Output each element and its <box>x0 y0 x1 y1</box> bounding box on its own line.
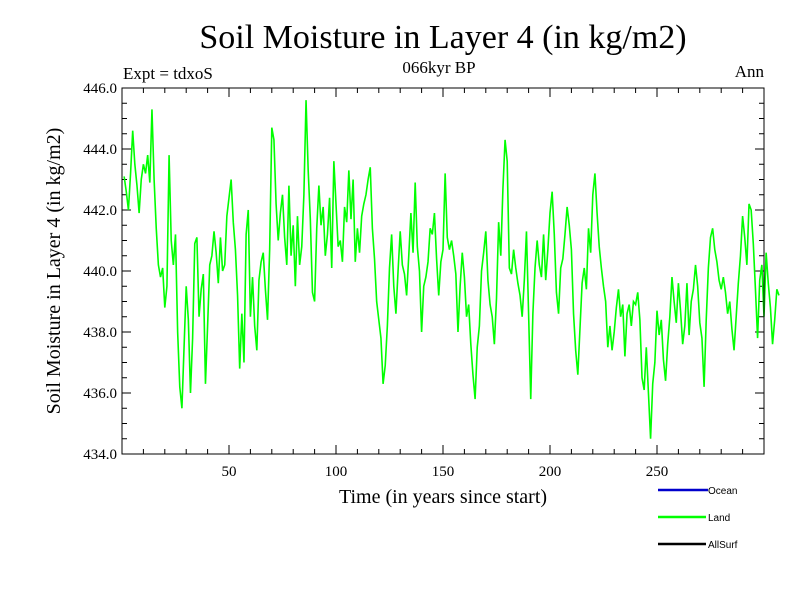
y-tick-label: 444.0 <box>83 142 117 158</box>
legend: Ocean Land AllSurf <box>658 486 738 551</box>
x-tick-label: 250 <box>646 464 669 480</box>
x-tick-label: 150 <box>432 464 455 480</box>
season-label: Ann <box>735 62 765 81</box>
y-tick-label: 438.0 <box>83 325 117 341</box>
x-axis-label: Time (in years since start) <box>339 486 547 508</box>
y-tick-label: 440.0 <box>83 264 117 280</box>
chart-subtitle: 066kyr BP <box>402 58 475 77</box>
chart-title: Soil Moisture in Layer 4 (in kg/m2) <box>199 19 686 56</box>
experiment-label: Expt = tdxoS <box>123 64 213 83</box>
y-tick-label: 436.0 <box>83 386 117 402</box>
y-tick-label: 446.0 <box>83 81 117 97</box>
legend-label-allsurf: AllSurf <box>708 540 738 551</box>
plot-frame <box>121 87 765 455</box>
y-tick-label: 434.0 <box>83 447 117 463</box>
x-axis-ticks: 50 100 150 200 250 <box>142 88 744 480</box>
series-line-land <box>123 100 780 439</box>
x-tick-label: 200 <box>539 464 562 480</box>
legend-label-ocean: Ocean <box>708 486 737 497</box>
y-tick-label: 442.0 <box>83 203 117 219</box>
legend-label-land: Land <box>708 513 730 524</box>
y-axis-ticks: 434.0 436.0 438.0 440.0 442.0 444.0 446.0 <box>83 81 764 463</box>
x-tick-label: 100 <box>325 464 348 480</box>
x-tick-label: 50 <box>222 464 237 480</box>
y-axis-label: Soil Moisture in Layer 4 (in kg/m2) <box>43 128 65 415</box>
